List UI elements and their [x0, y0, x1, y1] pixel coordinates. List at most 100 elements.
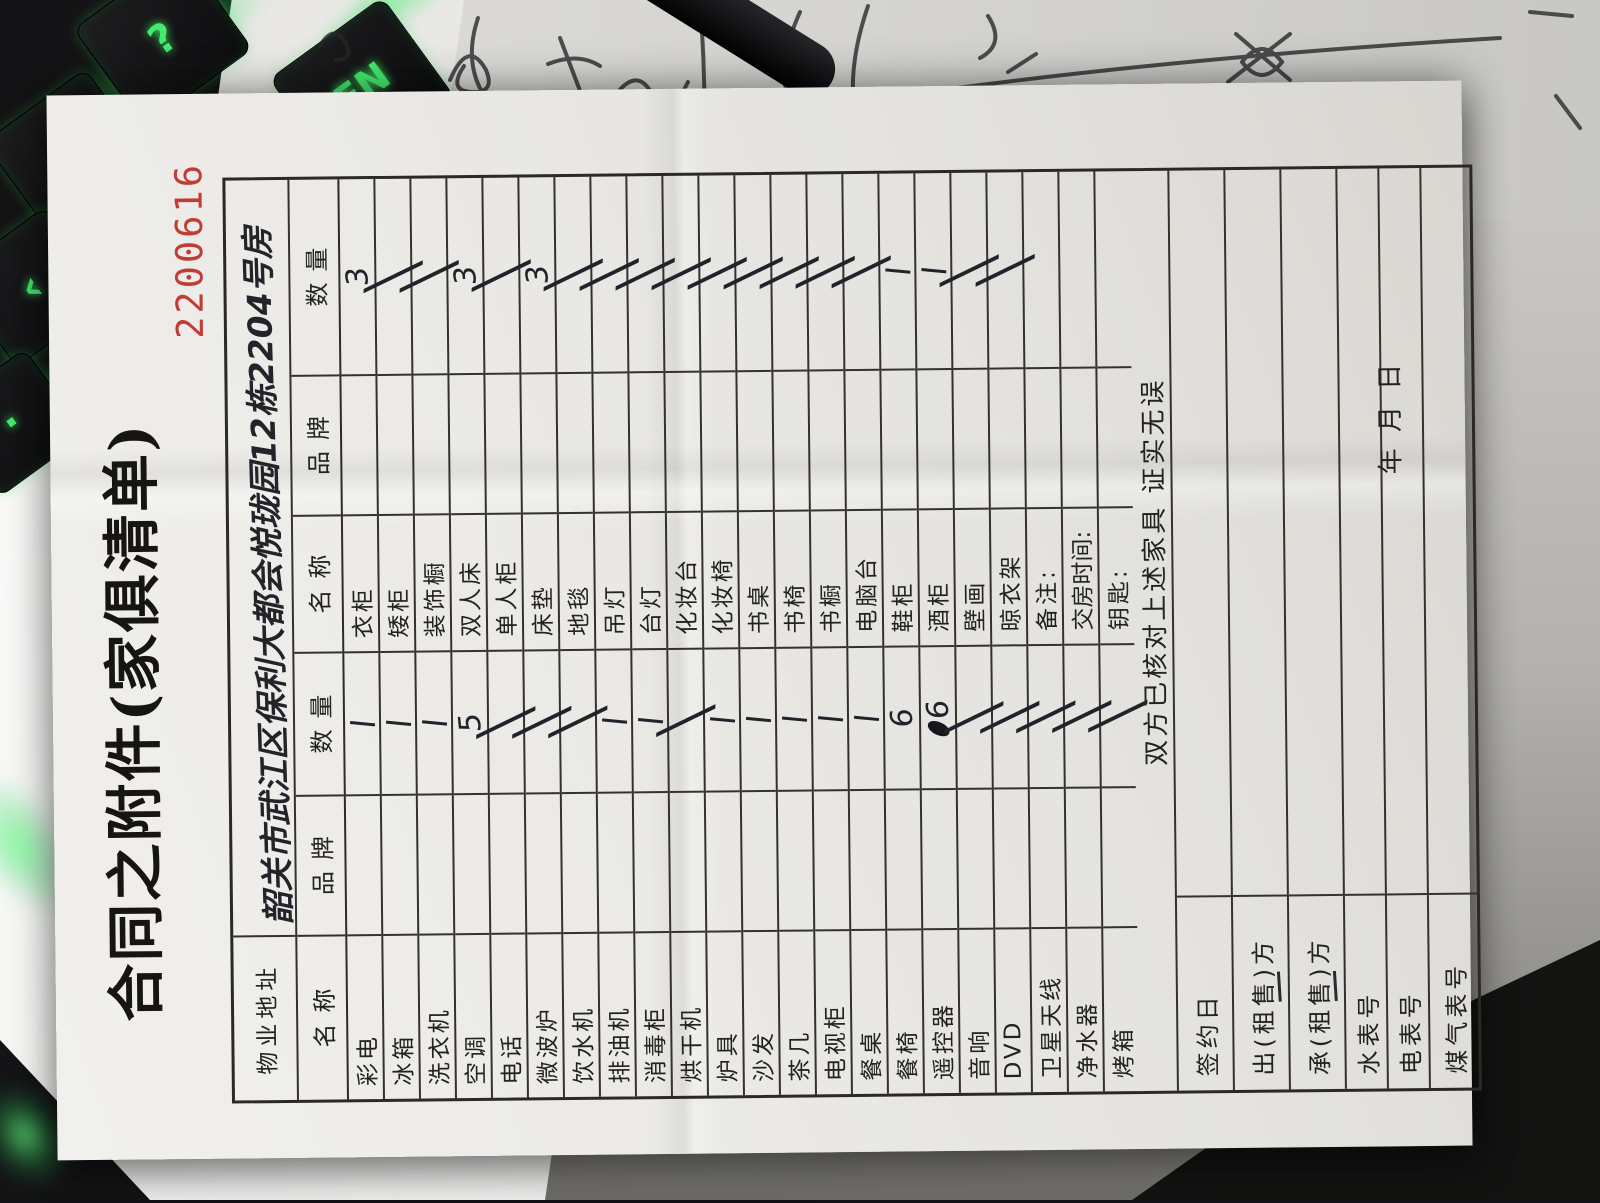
- column-header: 品牌: [295, 794, 346, 935]
- item-name-cell: 消毒柜: [635, 930, 671, 1097]
- tally-slash-mark: ╲: [476, 706, 536, 738]
- item-name-cell: 沙发: [743, 929, 779, 1096]
- brand-cell: [377, 373, 413, 514]
- item-name-cell: 钥匙:: [1098, 506, 1135, 644]
- item-name-cell: 酒柜: [918, 507, 955, 646]
- tally-slash-mark: ╲: [687, 257, 747, 289]
- item-name-cell: 衣柜: [342, 514, 379, 652]
- brand-cell: [813, 789, 850, 930]
- quantity-cell: [596, 648, 632, 792]
- column-header: 数量: [294, 651, 344, 795]
- brand-cell: [557, 371, 593, 513]
- bottom-row-blank: [1169, 170, 1231, 896]
- item-name-cell: 书桌: [738, 509, 775, 648]
- item-name-cell: 音响: [959, 927, 995, 1093]
- quantity-cell: [704, 647, 740, 791]
- brand-cell: [341, 374, 377, 515]
- tally-slash-mark: ╲: [652, 257, 711, 290]
- quantity-cell: [740, 646, 776, 791]
- tally-slash-mark: ╲: [975, 254, 1035, 286]
- tally-one-mark: [601, 718, 627, 724]
- column-header: 名称: [292, 514, 343, 652]
- quantity-cell: [1023, 172, 1059, 367]
- item-name-cell: 排油机: [599, 931, 635, 1097]
- tally-one-mark: [349, 720, 375, 727]
- brand-cell: [381, 793, 418, 934]
- item-name-cell: 电话: [491, 932, 527, 1098]
- brand-cell: [993, 787, 1030, 928]
- tally-slash-mark: ╲: [548, 705, 608, 738]
- item-name-cell: 装饰橱: [414, 513, 451, 651]
- item-name-cell: 电脑台: [846, 508, 883, 647]
- brand-cell: [1061, 366, 1097, 507]
- item-name-cell: 矮柜: [378, 513, 415, 651]
- brand-cell: [921, 787, 958, 929]
- tally-slash-mark: ╲: [656, 704, 716, 737]
- item-name-cell: 吊灯: [594, 511, 631, 649]
- item-name-cell: 书橱: [810, 509, 847, 647]
- item-name-cell: 鞋柜: [882, 508, 919, 646]
- item-name-cell: 烤箱: [1103, 926, 1139, 1092]
- column-header: 名称: [297, 934, 347, 1100]
- bottom-row-blank: [1421, 168, 1477, 893]
- quantity-cell: [879, 173, 915, 368]
- tally-one-mark: [421, 720, 447, 726]
- address-value-cell: 韶关市武江区保利大都会悦珑园12栋2204号房: [225, 180, 299, 936]
- quantity-cell: [344, 650, 380, 795]
- brand-cell: [953, 367, 989, 508]
- column-header: 品牌: [291, 374, 341, 515]
- item-name-cell: 单人柜: [486, 512, 523, 650]
- option-underline: [1276, 971, 1282, 1002]
- item-name-cell: 餐椅: [887, 928, 923, 1094]
- item-name-cell: 备注:: [1026, 506, 1063, 645]
- brand-cell: [597, 791, 634, 932]
- bottom-row-label: 出(租售)方: [1232, 894, 1289, 1091]
- item-name-cell: 空调: [455, 932, 491, 1099]
- option-underline: [1332, 970, 1338, 1002]
- item-name-cell: 遥控器: [923, 927, 959, 1094]
- bottom-row-label: 水表号: [1344, 893, 1387, 1089]
- brand-cell: [1065, 786, 1102, 927]
- brand-cell: [489, 792, 526, 933]
- brand-cell: [885, 788, 922, 929]
- brand-cell: [593, 371, 629, 512]
- brand-cell: [449, 372, 485, 514]
- brand-cell: [1025, 366, 1061, 508]
- brand-cell: [629, 370, 665, 512]
- bottom-row: 出(租售)方: [1225, 169, 1291, 1091]
- quantity-cell: ╲: [400, 178, 459, 373]
- tally-one-mark: [709, 717, 735, 723]
- bottom-row-blank: [1379, 168, 1427, 893]
- brand-cell: [809, 369, 845, 510]
- brand-cell: [989, 367, 1025, 508]
- address-label: 物业地址: [233, 934, 297, 1101]
- brand-cell: [741, 789, 778, 931]
- tally-one-mark: [781, 716, 807, 722]
- brand-cell: [521, 372, 557, 513]
- item-name-cell: 茶几: [779, 929, 815, 1095]
- quantity-cell: ╲: [832, 174, 891, 369]
- item-name-cell: DVD: [995, 927, 1031, 1093]
- quantity-cell: [1059, 171, 1095, 366]
- item-name-cell: 双人床: [450, 512, 487, 651]
- bottom-row: 承(租售)方: [1281, 168, 1347, 1090]
- serial-number: 2200616: [167, 161, 213, 340]
- tally-slash-mark: ╲: [1052, 700, 1112, 732]
- brand-cell: [1101, 786, 1138, 927]
- tally-one-mark: [853, 715, 879, 722]
- quantity-cell: ╲: [1089, 643, 1147, 787]
- quantity-cell: [1095, 171, 1131, 366]
- item-name-cell: 晾衣架: [990, 507, 1027, 645]
- brand-cell: [957, 787, 994, 928]
- bottom-row: 签约日: [1169, 170, 1235, 1091]
- item-name-cell: 餐桌: [851, 928, 887, 1095]
- bottom-row-label: 签约日: [1176, 895, 1233, 1091]
- item-name-cell: 台灯: [630, 510, 667, 649]
- quantity-cell: ╲: [472, 178, 531, 373]
- bottom-row-label: 电表号: [1386, 893, 1429, 1089]
- date-line: 年 月 日: [1375, 359, 1407, 475]
- item-name-cell: 净水器: [1067, 926, 1103, 1092]
- brand-cell: [773, 369, 809, 510]
- tally-slash-mark: ╲: [980, 701, 1040, 733]
- item-name-cell: 微波炉: [527, 932, 563, 1098]
